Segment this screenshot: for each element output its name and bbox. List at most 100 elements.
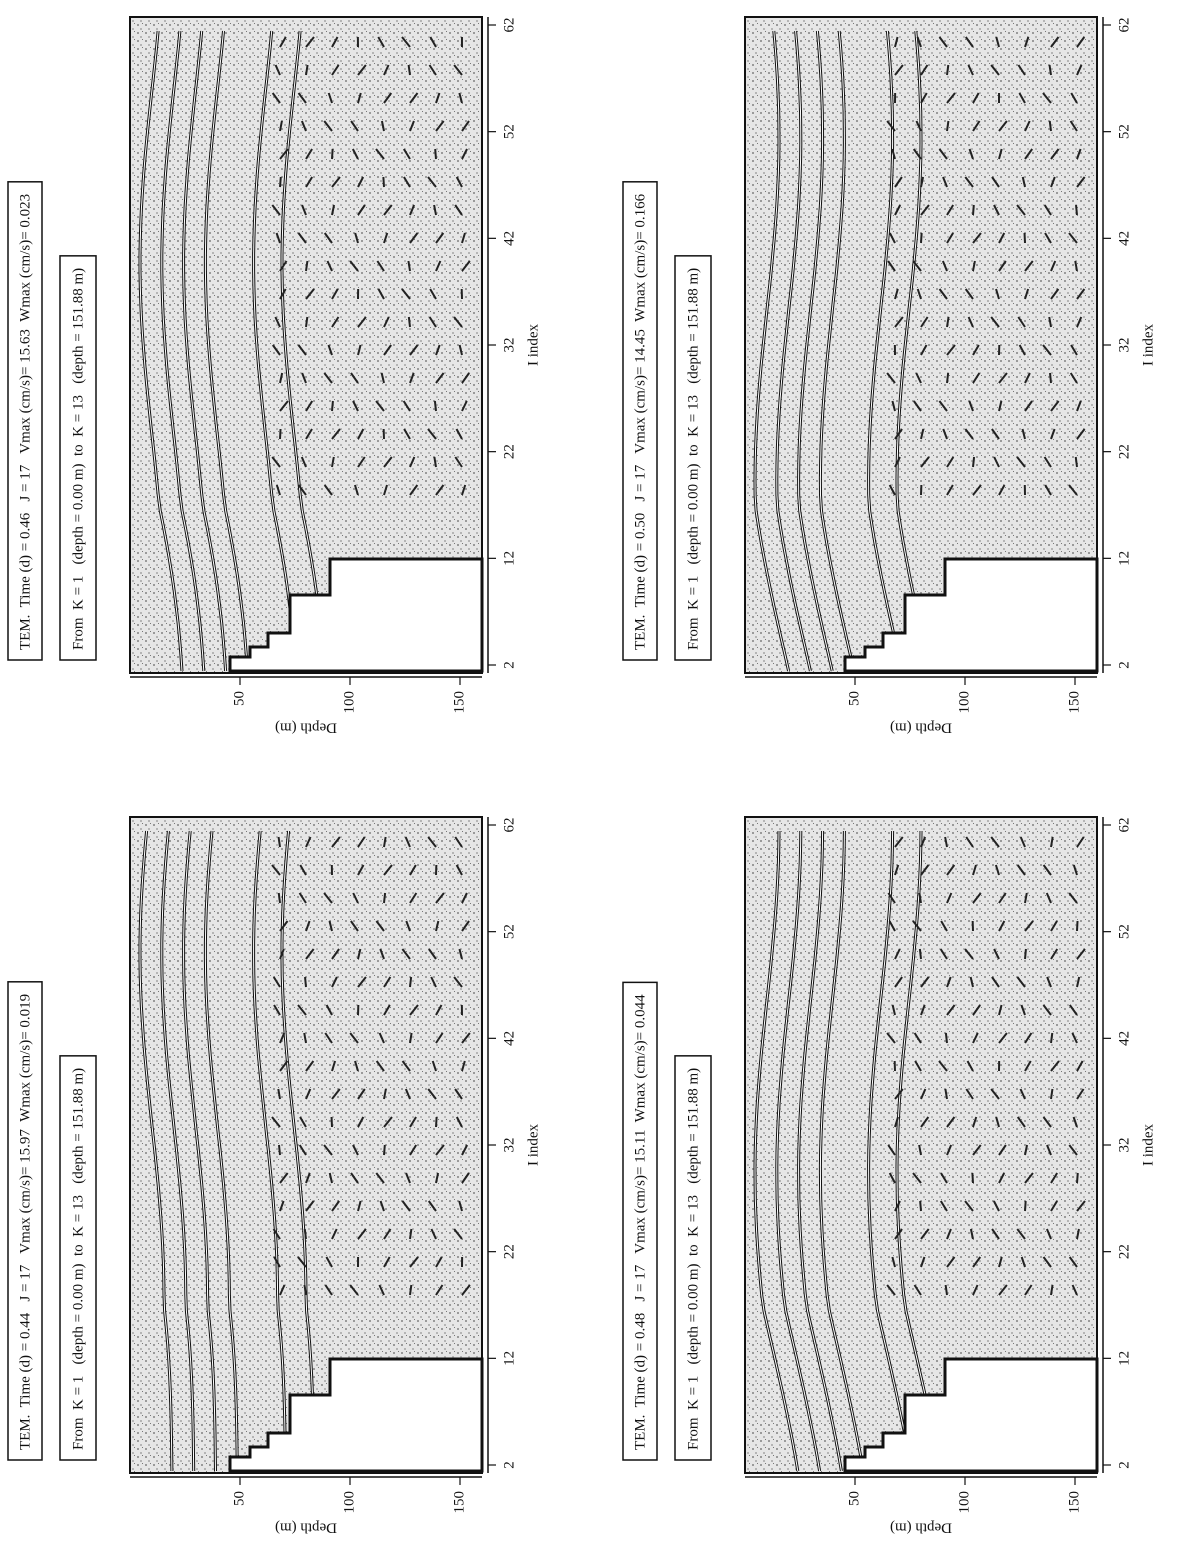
velocity-arrow: [1050, 260, 1057, 272]
velocity-arrow: [354, 1060, 359, 1072]
velocity-arrow: [298, 1144, 307, 1156]
velocity-arrow: [461, 148, 468, 160]
velocity-arrow: [273, 1256, 281, 1268]
velocity-arrow: [1024, 1284, 1033, 1296]
velocity-arrow: [383, 1228, 392, 1240]
velocity-arrow: [1076, 1172, 1079, 1184]
velocity-arrow: [435, 1256, 443, 1268]
velocity-arrow: [271, 1116, 281, 1128]
x-axis-label: I index: [1140, 323, 1156, 366]
velocity-arrow: [279, 372, 284, 384]
velocity-arrow: [305, 836, 312, 848]
velocity-arrow: [331, 456, 335, 468]
velocity-arrow: [435, 1144, 445, 1156]
velocity-arrow: [1024, 288, 1030, 300]
velocity-arrow: [331, 1088, 341, 1100]
velocity-arrow: [357, 948, 362, 960]
velocity-arrow: [946, 976, 952, 988]
velocity-arrow: [972, 344, 980, 356]
velocity-arrow: [938, 36, 948, 48]
velocity-arrow: [461, 400, 468, 412]
velocity-arrow: [376, 260, 385, 272]
velocity-arrow: [1076, 976, 1081, 988]
velocity-arrow: [1076, 64, 1083, 76]
velocity-arrow: [352, 1144, 359, 1156]
velocity-arrow: [299, 864, 307, 876]
velocity-arrow: [328, 1172, 333, 1184]
velocity-arrow: [305, 400, 314, 412]
x-tick-label: 32: [1116, 338, 1132, 353]
velocity-arrow: [350, 120, 359, 132]
velocity-arrow: [1018, 344, 1026, 356]
velocity-arrow: [1050, 400, 1060, 412]
x-tick-label: 2: [1116, 661, 1132, 669]
velocity-arrow: [430, 1228, 437, 1240]
velocity-arrow: [305, 260, 309, 272]
velocity-arrow: [920, 836, 927, 848]
velocity-arrow: [301, 204, 307, 216]
velocity-arrow: [886, 372, 896, 384]
velocity-arrow: [1076, 1200, 1086, 1212]
velocity-arrow: [434, 148, 437, 160]
contour-line: [161, 830, 195, 1472]
x-tick-label: 22: [1116, 1244, 1132, 1259]
x-tick-label: 42: [501, 231, 517, 246]
y-tick-label: 150: [1066, 691, 1082, 714]
header-box: [7, 981, 43, 1461]
velocity-arrow: [913, 1284, 922, 1296]
velocity-arrow: [331, 948, 340, 960]
velocity-arrow: [331, 1060, 337, 1072]
velocity-arrow: [1068, 1144, 1078, 1156]
velocity-arrow: [1076, 1060, 1084, 1072]
velocity-arrow: [305, 148, 313, 160]
velocity-arrow: [323, 484, 333, 496]
velocity-arrow: [894, 976, 903, 988]
velocity-arrow: [992, 1200, 1000, 1212]
velocity-arrow: [1017, 316, 1026, 328]
velocity-arrow: [1048, 64, 1052, 76]
velocity-arrow: [888, 1172, 896, 1184]
velocity-arrow: [912, 920, 922, 932]
velocity-arrow: [279, 1060, 289, 1072]
y-tick-label: 150: [1066, 1491, 1082, 1514]
velocity-arrow: [1050, 288, 1060, 300]
velocity-arrow: [428, 948, 437, 960]
velocity-arrow: [349, 1284, 359, 1296]
velocity-arrow: [383, 1088, 387, 1100]
velocity-arrow: [998, 232, 1006, 244]
velocity-arrow: [964, 36, 974, 48]
x-axis-label: I index: [525, 1123, 541, 1166]
velocity-arrow: [1044, 232, 1052, 244]
velocity-arrow: [305, 1172, 311, 1184]
velocity-arrow: [435, 484, 445, 496]
velocity-arrow: [944, 836, 948, 848]
velocity-arrow: [998, 1144, 1007, 1156]
velocity-arrow: [946, 316, 950, 328]
velocity-arrow: [1046, 1144, 1052, 1156]
velocity-arrow: [461, 120, 470, 132]
velocity-arrow: [433, 400, 437, 412]
land-mask: [228, 557, 484, 673]
velocity-arrow: [409, 1032, 413, 1044]
velocity-arrow: [409, 1256, 419, 1268]
header-title: TEM. Time (d) = 0.44 J = 17 Vmax (cm/s)=…: [17, 994, 33, 1450]
velocity-arrow: [920, 92, 928, 104]
velocity-arrow: [305, 920, 311, 932]
velocity-arrow: [357, 64, 367, 76]
velocity-arrow: [357, 344, 362, 356]
velocity-arrow: [1042, 1004, 1052, 1016]
velocity-arrow: [1049, 372, 1052, 384]
velocity-arrow: [946, 1256, 956, 1268]
velocity-arrow: [894, 204, 902, 216]
velocity-arrow: [279, 1200, 285, 1212]
velocity-arrow: [1076, 428, 1086, 440]
velocity-arrow: [279, 920, 289, 932]
velocity-arrow: [409, 976, 413, 988]
x-tick-label: 22: [501, 444, 517, 459]
velocity-arrow: [1042, 92, 1052, 104]
velocity-arrow: [1024, 1172, 1034, 1184]
y-axis-label: Depth (m): [890, 720, 952, 736]
velocity-arrow: [382, 176, 385, 188]
velocity-arrow: [427, 1200, 437, 1212]
velocity-arrow: [331, 36, 339, 48]
